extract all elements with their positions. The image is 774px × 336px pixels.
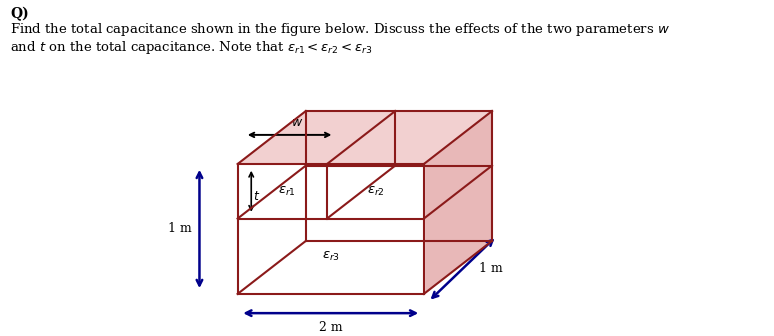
Text: 1 m: 1 m: [169, 222, 192, 236]
Text: $\epsilon_{r2}$: $\epsilon_{r2}$: [367, 185, 385, 198]
Text: Q): Q): [11, 7, 29, 22]
Polygon shape: [238, 218, 424, 294]
Polygon shape: [327, 164, 424, 218]
Text: $w$: $w$: [291, 116, 303, 129]
Text: $\epsilon_{r1}$: $\epsilon_{r1}$: [278, 185, 296, 198]
Text: and $t$ on the total capacitance. Note that $\epsilon_{r1} < \epsilon_{r2} < \ep: and $t$ on the total capacitance. Note t…: [11, 39, 373, 56]
Polygon shape: [424, 111, 492, 294]
Text: $t$: $t$: [253, 190, 260, 203]
Text: $\epsilon_{r3}$: $\epsilon_{r3}$: [322, 250, 340, 263]
Text: 2 m: 2 m: [319, 321, 343, 334]
Polygon shape: [238, 164, 327, 218]
Polygon shape: [238, 111, 492, 164]
Text: 1 m: 1 m: [479, 262, 502, 276]
Text: Find the total capacitance shown in the figure below. Discuss the effects of the: Find the total capacitance shown in the …: [11, 20, 670, 38]
